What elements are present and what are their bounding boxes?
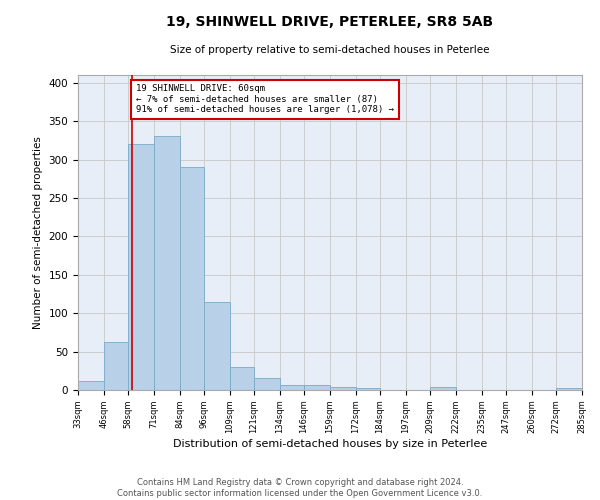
Bar xyxy=(331,387,356,390)
Bar xyxy=(230,367,254,390)
Bar xyxy=(104,342,128,390)
Bar xyxy=(204,302,230,390)
Bar xyxy=(280,384,304,390)
Text: 19, SHINWELL DRIVE, PETERLEE, SR8 5AB: 19, SHINWELL DRIVE, PETERLEE, SR8 5AB xyxy=(166,15,494,29)
Text: Size of property relative to semi-detached houses in Peterlee: Size of property relative to semi-detach… xyxy=(170,45,490,55)
Bar xyxy=(181,167,204,390)
Bar xyxy=(304,384,330,390)
X-axis label: Distribution of semi-detached houses by size in Peterlee: Distribution of semi-detached houses by … xyxy=(173,439,487,449)
Text: 19 SHINWELL DRIVE: 60sqm
← 7% of semi-detached houses are smaller (87)
91% of se: 19 SHINWELL DRIVE: 60sqm ← 7% of semi-de… xyxy=(136,84,394,114)
Bar xyxy=(254,378,280,390)
Bar xyxy=(356,388,380,390)
Bar xyxy=(79,381,104,390)
Text: Contains HM Land Registry data © Crown copyright and database right 2024.
Contai: Contains HM Land Registry data © Crown c… xyxy=(118,478,482,498)
Bar xyxy=(430,387,456,390)
Bar xyxy=(154,136,180,390)
Bar xyxy=(128,144,154,390)
Bar xyxy=(556,388,581,390)
Y-axis label: Number of semi-detached properties: Number of semi-detached properties xyxy=(33,136,43,329)
